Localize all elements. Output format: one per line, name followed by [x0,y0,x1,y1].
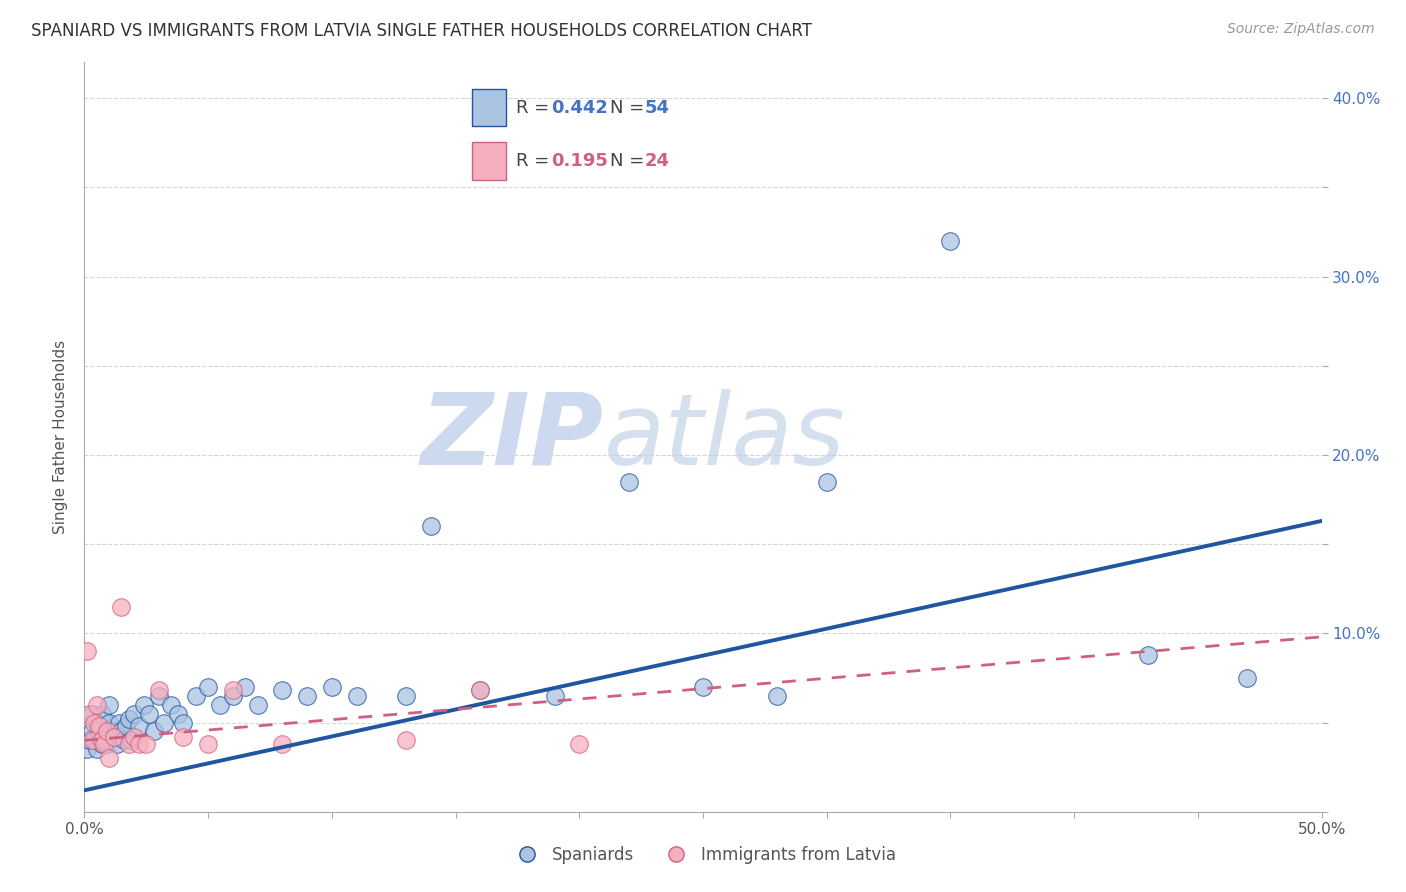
Point [103,730,125,744]
Point [148,689,170,703]
Point [83,715,105,730]
Point [128,737,150,751]
Point [197,680,219,694]
Point [110,599,132,614]
Point [543,689,565,703]
Point [120,733,142,747]
Point [148,683,170,698]
Point [83,733,105,747]
Point [79,706,101,721]
Point [118,712,141,726]
Point [115,719,138,733]
Point [209,698,232,712]
Point [118,737,141,751]
Point [86,742,108,756]
Point [246,698,269,712]
Y-axis label: Single Father Households: Single Father Households [53,340,69,534]
Point [89,724,111,739]
Text: Source: ZipAtlas.com: Source: ZipAtlas.com [1227,22,1375,37]
Point [105,737,128,751]
Point [617,475,640,489]
Point [122,730,145,744]
Point [100,724,122,739]
Point [108,715,131,730]
Point [93,730,115,744]
Point [172,730,194,744]
Legend: Spaniards, Immigrants from Latvia: Spaniards, Immigrants from Latvia [503,839,903,871]
Text: SPANIARD VS IMMIGRANTS FROM LATVIA SINGLE FATHER HOUSEHOLDS CORRELATION CHART: SPANIARD VS IMMIGRANTS FROM LATVIA SINGL… [31,22,811,40]
Point [76,742,98,756]
Point [470,683,492,698]
Point [568,737,591,751]
Point [939,234,962,248]
Point [79,733,101,747]
Point [90,706,112,721]
Point [321,680,343,694]
Point [815,475,838,489]
Point [98,715,121,730]
Point [132,698,155,712]
Point [98,751,121,765]
Point [271,737,294,751]
Point [112,733,135,747]
Point [222,683,245,698]
Point [80,706,103,721]
Point [1137,648,1160,662]
Point [346,689,368,703]
Point [80,724,103,739]
Point [110,724,132,739]
Point [271,683,294,698]
Point [419,519,441,533]
Point [128,719,150,733]
Point [197,737,219,751]
Point [135,737,157,751]
Point [93,737,115,751]
Text: atlas: atlas [605,389,845,485]
Point [167,706,190,721]
Point [89,719,111,733]
Point [96,737,118,751]
Point [86,715,108,730]
Point [222,689,245,703]
Point [80,733,103,747]
Point [96,724,118,739]
Point [152,715,174,730]
Point [395,689,418,703]
Point [172,715,194,730]
Point [142,724,165,739]
Point [86,698,108,712]
Point [184,689,207,703]
Point [138,706,160,721]
Point [160,698,183,712]
Point [90,737,112,751]
Point [233,680,256,694]
Point [103,730,125,744]
Point [1236,671,1258,685]
Point [470,683,492,698]
Point [98,698,121,712]
Point [692,680,714,694]
Text: ZIP: ZIP [420,389,605,485]
Point [766,689,789,703]
Point [76,644,98,658]
Point [90,733,112,747]
Point [122,706,145,721]
Point [395,733,418,747]
Point [295,689,318,703]
